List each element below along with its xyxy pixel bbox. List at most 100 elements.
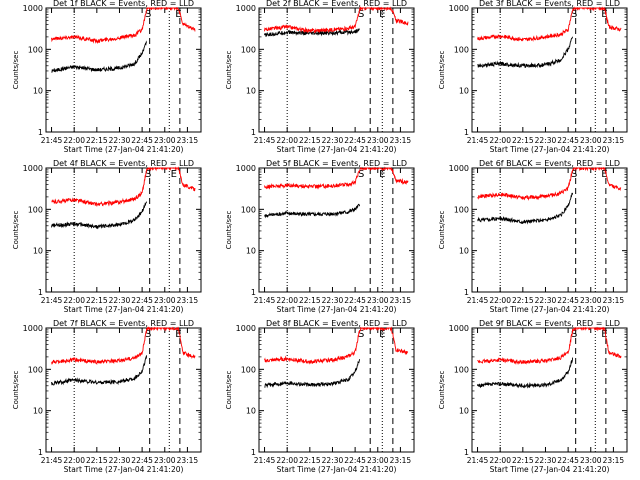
y-tick-label: 1000 (236, 324, 256, 333)
x-tick-label: 23:15 (390, 296, 412, 305)
x-tick-label: 22:30 (535, 296, 557, 305)
y-tick-label: 1 (38, 448, 43, 457)
marker-e: E (601, 169, 607, 180)
plot-frame (471, 167, 628, 293)
x-tick-label: 22:45 (131, 456, 153, 465)
chart-title: Det 9f BLACK = Events, RED = LLD (479, 319, 620, 328)
chart-panel-2: Det 2f BLACK = Events, RED = LLD 1 10 100 10… (225, 0, 415, 154)
series-black-line (477, 357, 574, 389)
x-tick-label: 22:15 (86, 136, 108, 145)
series-black-line (51, 355, 148, 386)
y-tick-label: 100 (28, 45, 43, 54)
y-axis-label: Counts/sec (12, 51, 20, 90)
x-tick-label: 22:45 (344, 456, 366, 465)
y-tick-label: 100 (28, 205, 43, 214)
marker-s: S (571, 169, 577, 180)
y-axis-label: Counts/sec (438, 51, 446, 90)
series-black-line (264, 203, 361, 219)
series-red-line (477, 6, 622, 42)
x-tick-label: 22:45 (131, 136, 153, 145)
x-axis-label: Start Time (27-Jan-04 21:41:20) (490, 465, 610, 474)
y-axis-label: Counts/sec (12, 371, 20, 410)
y-tick-label: 10 (459, 87, 469, 96)
chart-panel-3: Det 3f BLACK = Events, RED = LLD 1 10 100 10… (438, 0, 628, 154)
y-axis-label: Counts/sec (225, 371, 233, 410)
y-tick-label: 10 (246, 247, 256, 256)
plot-frame (258, 327, 415, 453)
x-tick-label: 23:15 (603, 456, 625, 465)
plot-frame (258, 7, 415, 133)
marker-e: E (175, 9, 181, 20)
x-axis-label: Start Time (27-Jan-04 21:41:20) (490, 305, 610, 314)
chart-panel-8: Det 8f BLACK = Events, RED = LLD 1 10 100 10… (225, 319, 415, 474)
x-axis-label: Start Time (27-Jan-04 21:41:20) (64, 305, 184, 314)
x-tick-label: 23:00 (367, 456, 389, 465)
x-tick-label: 21:45 (254, 296, 276, 305)
marker-s: S (358, 169, 364, 180)
x-tick-label: 23:00 (367, 296, 389, 305)
x-axis-label: Start Time (27-Jan-04 21:41:20) (490, 145, 610, 154)
x-tick-label: 22:15 (512, 136, 534, 145)
marker-s: S (358, 9, 364, 20)
plot-frame (45, 327, 202, 453)
y-tick-label: 1000 (23, 164, 43, 173)
x-axis-label: Start Time (27-Jan-04 21:41:20) (277, 305, 397, 314)
x-tick-label: 23:15 (177, 296, 199, 305)
x-tick-label: 22:15 (86, 456, 108, 465)
y-tick-label: 100 (454, 205, 469, 214)
x-tick-label: 22:30 (109, 136, 131, 145)
marker-s: S (358, 329, 364, 340)
y-tick-label: 1 (464, 448, 469, 457)
x-tick-label: 23:00 (580, 296, 602, 305)
x-tick-label: 22:45 (344, 296, 366, 305)
x-tick-label: 21:45 (467, 136, 489, 145)
x-tick-label: 22:00 (489, 296, 511, 305)
x-tick-label: 22:30 (322, 456, 344, 465)
y-tick-label: 1000 (449, 164, 469, 173)
y-tick-label: 1000 (236, 164, 256, 173)
chart-panel-7: Det 7f BLACK = Events, RED = LLD 1 10 100 10… (12, 319, 202, 474)
y-axis-label: Counts/sec (438, 211, 446, 250)
x-tick-label: 21:45 (41, 136, 63, 145)
x-tick-label: 23:15 (603, 296, 625, 305)
x-tick-label: 22:45 (344, 136, 366, 145)
x-tick-label: 23:00 (580, 136, 602, 145)
marker-e: E (379, 169, 385, 180)
x-axis-label: Start Time (27-Jan-04 21:41:20) (64, 145, 184, 154)
y-tick-label: 100 (454, 365, 469, 374)
y-tick-label: 10 (246, 87, 256, 96)
chart-panel-4: Det 4f BLACK = Events, RED = LLD 1 10 100 10… (12, 159, 202, 314)
series-red-line (51, 326, 196, 366)
x-tick-label: 22:00 (276, 456, 298, 465)
series-red-line (264, 6, 409, 34)
x-tick-label: 21:45 (254, 136, 276, 145)
chart-title: Det 5f BLACK = Events, RED = LLD (266, 159, 407, 168)
x-tick-label: 22:30 (535, 456, 557, 465)
y-tick-label: 100 (241, 365, 256, 374)
x-tick-label: 22:45 (557, 296, 579, 305)
x-tick-label: 22:00 (63, 456, 85, 465)
x-tick-label: 23:15 (390, 456, 412, 465)
chart-title: Det 2f BLACK = Events, RED = LLD (266, 0, 407, 8)
series-red-line (477, 166, 622, 201)
y-tick-label: 100 (241, 45, 256, 54)
marker-s: S (145, 329, 151, 340)
y-tick-label: 1 (464, 128, 469, 137)
chart-title: Det 1f BLACK = Events, RED = LLD (53, 0, 194, 8)
x-tick-label: 22:00 (63, 296, 85, 305)
x-tick-label: 21:45 (254, 456, 276, 465)
x-tick-label: 22:45 (131, 296, 153, 305)
chart-panel-1: Det 1f BLACK = Events, RED = LLD 1 10 100 10… (12, 0, 202, 154)
marker-e: E (175, 329, 181, 340)
x-tick-label: 23:15 (177, 136, 199, 145)
y-tick-label: 10 (246, 407, 256, 416)
plot-frame (471, 327, 628, 453)
y-tick-label: 10 (459, 247, 469, 256)
x-tick-label: 22:00 (489, 456, 511, 465)
y-tick-label: 10 (33, 247, 43, 256)
x-tick-label: 22:00 (276, 296, 298, 305)
y-axis-label: Counts/sec (438, 371, 446, 410)
y-tick-label: 1 (464, 288, 469, 297)
x-tick-label: 22:30 (109, 296, 131, 305)
